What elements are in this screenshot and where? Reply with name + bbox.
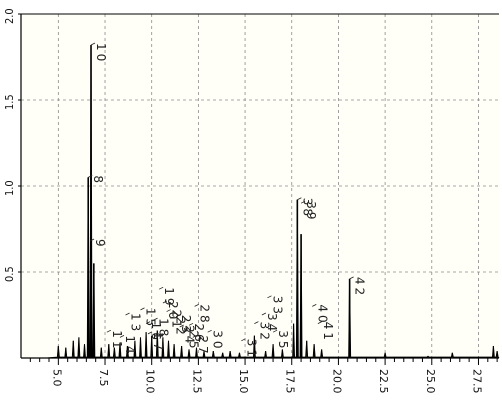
peak-label: 32 xyxy=(257,322,271,343)
peak-label: 8 xyxy=(91,175,105,186)
peak-label: 14 xyxy=(123,335,137,356)
peak-label: 28 xyxy=(198,304,212,325)
peak-label: 40 xyxy=(315,304,329,325)
x-tick-label: 10.0 xyxy=(144,369,157,394)
peak-label: 18 xyxy=(157,318,171,339)
peak-leader-line xyxy=(349,276,354,280)
peak-leader-line xyxy=(170,316,175,319)
y-tick-labels: 2.0 1.5 1.0 0.5 xyxy=(3,8,21,282)
peak-label: 19 xyxy=(162,287,176,308)
peak-label: 16 xyxy=(149,322,163,343)
x-tick-label: 17.5 xyxy=(284,369,297,394)
peak-leader-line xyxy=(140,307,145,311)
peak-leader-line xyxy=(158,286,164,290)
peak-leader-line xyxy=(147,331,153,335)
peak-label: 15 xyxy=(144,308,158,329)
peak-leader-line xyxy=(300,200,306,204)
peak-leader-line xyxy=(194,304,199,307)
x-tick-label: 20.0 xyxy=(330,369,343,394)
y-tick-label: 0.5 xyxy=(3,266,16,282)
peak-label: 31 xyxy=(244,339,258,360)
x-tick-label: 12.5 xyxy=(190,369,203,394)
peak-leader-line xyxy=(183,329,188,333)
chromatogram-trace xyxy=(47,44,500,359)
y-tick-label: 2.0 xyxy=(3,8,16,24)
peak-leader-line xyxy=(261,312,267,316)
peak-leader-line xyxy=(90,42,96,46)
peak-leader-line xyxy=(145,321,151,324)
peak-label: 11 xyxy=(110,330,124,351)
peak-leader-line xyxy=(241,338,246,342)
peak-label: 38 xyxy=(300,198,314,219)
x-tick-label: 27.5 xyxy=(470,369,483,394)
peak-leader-line xyxy=(179,324,184,328)
peak-label: 23 xyxy=(179,315,193,336)
y-tick-label: 1.5 xyxy=(3,94,16,110)
x-tick-label: 15.0 xyxy=(237,369,250,394)
peak-label: 35 xyxy=(276,330,290,351)
peak-leader-line xyxy=(166,309,171,312)
peak-leader-line xyxy=(88,175,93,178)
peak-leader-line xyxy=(317,321,323,324)
peak-leader-line xyxy=(297,197,302,201)
peak-label: 39 xyxy=(304,201,318,222)
peak-leader-line xyxy=(162,300,168,304)
peak-leader-line xyxy=(188,322,194,326)
peak-leader-line xyxy=(312,304,317,307)
peak-leader-line xyxy=(272,329,278,333)
x-tick-label: 5.0 xyxy=(50,369,63,387)
peak-leader-line xyxy=(267,295,272,299)
peak-label: 13 xyxy=(129,313,143,334)
x-tick-labels: 5.0 7.5 10.0 12.5 15.0 17.5 20.0 22.5 25.0 27.5 xyxy=(29,358,498,394)
x-tick-label: 25.0 xyxy=(424,369,437,394)
peak-label: 25 xyxy=(186,330,200,351)
peak-leader-line xyxy=(119,335,125,338)
peak-label: 17 xyxy=(151,332,165,353)
peak-leader-line xyxy=(89,238,95,242)
peak-label: 33 xyxy=(270,296,284,317)
x-tick-label: 7.5 xyxy=(97,369,110,387)
peak-leader-line xyxy=(106,329,112,333)
peak-label: 26 xyxy=(192,323,206,344)
peak-label: 41 xyxy=(321,322,335,343)
peak-leader-line xyxy=(175,314,181,318)
peak-label: 24 xyxy=(183,325,197,346)
peak-leader-line xyxy=(207,329,212,333)
peak-label: 9 xyxy=(93,239,107,250)
peak-leader-line xyxy=(254,321,259,324)
peak-leader-line xyxy=(153,317,158,321)
peak-leader-line xyxy=(192,335,197,338)
peak-label: 42 xyxy=(353,277,367,298)
y-tick-label: 1.0 xyxy=(3,180,16,196)
x-tick-label: 22.5 xyxy=(377,369,390,394)
peak-leader-line xyxy=(125,312,130,316)
peak-label: 21 xyxy=(170,310,184,331)
peak-label: 34 xyxy=(265,313,279,334)
peak-label: 27 xyxy=(196,335,210,356)
peak-label: 10 xyxy=(94,43,108,64)
peak-label: 30 xyxy=(211,330,225,351)
